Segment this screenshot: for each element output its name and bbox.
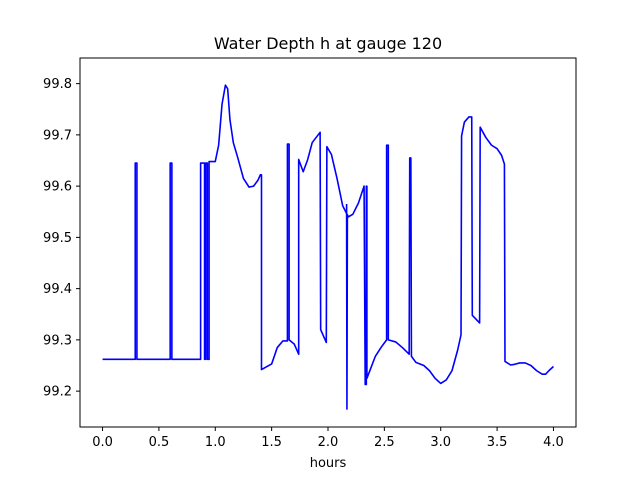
y-tick-label: 99.7	[43, 128, 72, 143]
y-tick-label: 99.4	[43, 282, 72, 297]
x-tick-label: 0.5	[149, 435, 170, 450]
y-tick-label: 99.3	[43, 333, 72, 348]
y-tick-label: 99.5	[43, 231, 72, 246]
x-tick-label: 2.0	[318, 435, 339, 450]
y-tick-label: 99.6	[43, 180, 72, 195]
x-tick-label: 1.5	[261, 435, 282, 450]
x-tick-label: 3.0	[430, 435, 451, 450]
plot-area: 0.0 0.5 1.0 1.5 2.0 2.5 3.0 3.5 4.0 99.2 99.3 99.4 9…	[43, 57, 577, 450]
y-tick-label: 99.8	[43, 77, 72, 92]
x-axis-label: hours	[310, 456, 347, 471]
series-line-1	[345, 204, 349, 410]
x-tick-label: 3.5	[487, 435, 508, 450]
x-tick-label: 4.0	[543, 435, 564, 450]
x-tick-label: 1.0	[205, 435, 226, 450]
chart-title: Water Depth h at gauge 120	[214, 34, 442, 53]
series-line-0	[102, 84, 554, 386]
x-tick-label: 2.5	[374, 435, 395, 450]
x-tick-label: 0.0	[92, 435, 113, 450]
y-tick-label: 99.2	[43, 385, 72, 400]
